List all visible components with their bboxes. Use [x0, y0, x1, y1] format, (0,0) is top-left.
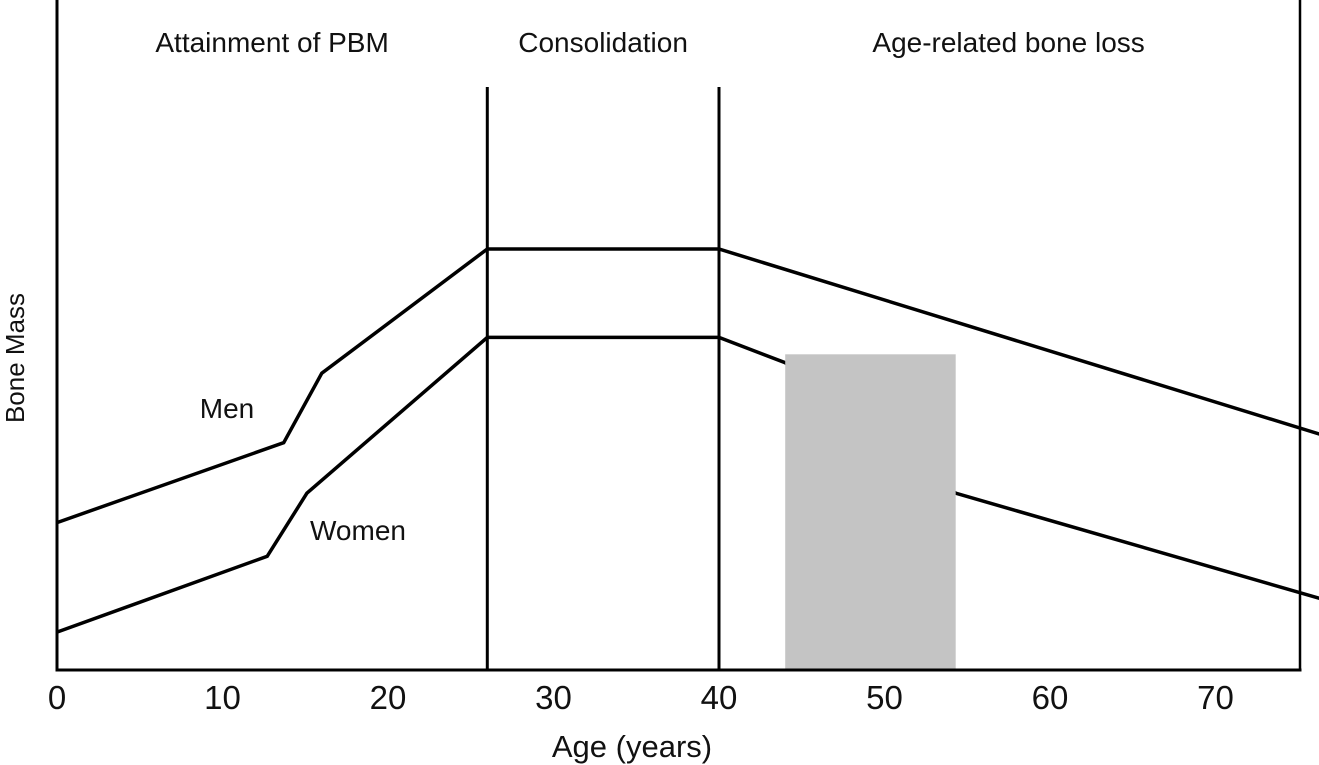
x-tick-label-50: 50 [866, 679, 903, 716]
x-tick-label-40: 40 [701, 679, 738, 716]
x-tick-label-20: 20 [370, 679, 407, 716]
women-line [56, 335, 1319, 634]
men-line [56, 247, 1319, 525]
x-axis-label: Age (years) [552, 729, 712, 764]
phase-title-3: Age-related bone loss [872, 27, 1144, 58]
x-tick-label-30: 30 [535, 679, 572, 716]
y-axis-label: Bone Mass [0, 293, 30, 423]
x-tick-label-70: 70 [1197, 679, 1234, 716]
x-tick-label-60: 60 [1032, 679, 1069, 716]
women-series-label: Women [310, 515, 406, 546]
x-tick-label-0: 0 [48, 679, 66, 716]
phase-title-2: Consolidation [518, 27, 688, 58]
men-series-label: Men [200, 393, 254, 424]
highlight-band [785, 354, 956, 670]
phase-title-1: Attainment of PBM [155, 27, 388, 58]
x-tick-label-10: 10 [204, 679, 241, 716]
